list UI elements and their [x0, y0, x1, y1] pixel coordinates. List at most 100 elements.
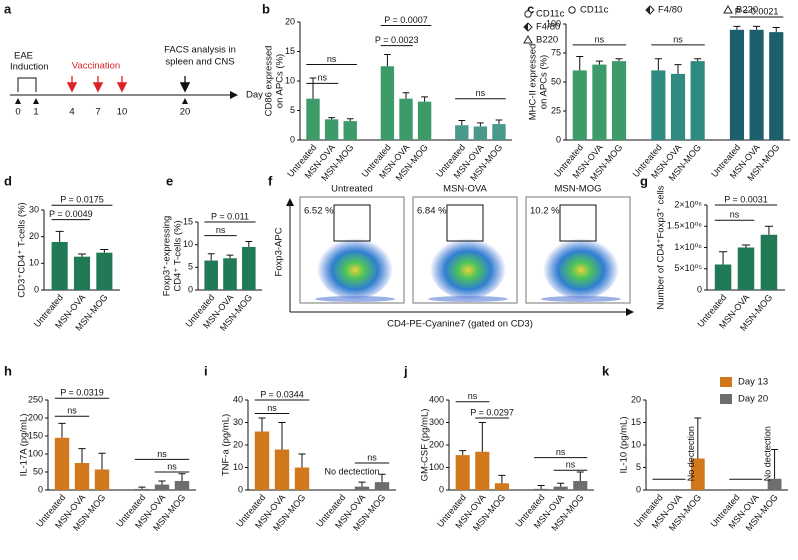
y-axis-label: MHC-II expressed: [528, 44, 539, 121]
annotation: ns: [157, 449, 167, 459]
flow-cell-cloud: [543, 235, 619, 299]
bar: [767, 478, 782, 490]
y-tick-label: 40: [233, 394, 243, 404]
error-bar: [384, 53, 391, 67]
y-tick-label: 5: [290, 105, 295, 115]
error-bar: [328, 117, 335, 120]
bar: [534, 488, 549, 490]
y-tick-label: 250: [28, 394, 43, 404]
annotation: P = 0.0031: [724, 194, 768, 204]
y-tick-label: 50: [551, 76, 561, 86]
bar: [690, 61, 705, 141]
y-tick-label: 15: [631, 417, 641, 427]
error-bar: [158, 480, 166, 485]
flow-gate-percent: 10.2 %: [530, 206, 560, 217]
error-bar: [207, 253, 215, 261]
error-bar: [346, 118, 354, 122]
day-label: 4: [69, 107, 74, 118]
induction-label: Induction: [10, 62, 49, 73]
y-tick-label: 10: [183, 239, 193, 249]
error-bar: [557, 482, 565, 487]
bar: [455, 455, 470, 490]
panel-label: c: [527, 1, 534, 16]
day-label: 20: [180, 107, 191, 118]
error-bar: [245, 240, 253, 247]
error-bar: [537, 485, 545, 489]
y-tick-label: 0: [290, 134, 295, 144]
error-bar: [615, 58, 623, 62]
y-tick-label: 15: [183, 216, 193, 226]
y-axis-label: on APCs (%): [275, 54, 286, 108]
panel-label: j: [403, 363, 408, 378]
y-tick-label: 20: [631, 394, 641, 404]
y-tick-label: 150: [28, 430, 43, 440]
day-marker: [182, 98, 188, 104]
bar: [223, 258, 237, 290]
legend-swatch: [720, 394, 732, 404]
y-axis-label: CD3⁺CD4⁺ T-cells (%): [17, 202, 28, 297]
y-tick-label: 0: [34, 284, 39, 294]
bar: [455, 125, 469, 140]
annotation: P = 0.0297: [470, 407, 514, 417]
annotation: P = 0.0007: [384, 15, 428, 25]
annotation: P = 0.0049: [49, 209, 93, 219]
bar: [749, 29, 764, 140]
y-axis-label: CD86 expressed: [264, 46, 275, 117]
flow-gate-percent: 6.52 %: [304, 206, 334, 217]
error-bar: [358, 481, 366, 487]
day-label: 7: [95, 107, 100, 118]
bar: [74, 463, 90, 490]
error-bar: [674, 64, 682, 74]
y-tick-label: 20: [29, 231, 39, 241]
legend-marker: [723, 4, 733, 14]
annotation: ns: [367, 452, 377, 462]
error-bar: [58, 422, 66, 438]
bar: [51, 242, 68, 290]
error-bar: [772, 26, 780, 33]
y-tick-label: 0: [556, 134, 561, 144]
annotation: ns: [318, 73, 328, 83]
error-bar: [278, 422, 286, 450]
y-tick-label: 5: [188, 262, 193, 272]
y-tick-label: 10: [285, 75, 295, 85]
error-bar: [498, 474, 506, 484]
y-axis-label: Foxp3⁺-expressing: [162, 216, 173, 297]
annotation: ns: [267, 403, 277, 413]
induction-bracket: [17, 77, 37, 92]
error-bar: [718, 251, 728, 265]
day-label: 10: [117, 107, 128, 118]
panel-label: h: [4, 363, 12, 378]
annotation: ns: [730, 210, 740, 220]
flow-y-label: Foxp3-APC: [274, 227, 285, 276]
flow-gate: [333, 204, 371, 242]
y-tick-label: 2×10⁰⁶: [674, 199, 702, 209]
y-tick-label: 300: [429, 417, 444, 427]
annotation: ns: [556, 447, 566, 457]
y-tick-label: 400: [429, 394, 444, 404]
bar: [204, 260, 218, 290]
y-tick-label: 200: [28, 412, 43, 422]
y-tick-label: 100: [429, 462, 444, 472]
error-bar: [178, 473, 186, 481]
y-tick-label: 5: [636, 462, 641, 472]
y-axis-label: IL-10 (pg/mL): [619, 416, 630, 473]
y-tick-label: 10: [29, 258, 39, 268]
day-marker: [33, 98, 39, 104]
error-bar: [694, 58, 702, 62]
annotation: ns: [476, 88, 486, 98]
error-bar: [576, 55, 584, 71]
error-bar: [694, 417, 702, 459]
annotation: No dectection: [686, 426, 696, 481]
annotation: ns: [673, 34, 683, 44]
bar: [494, 483, 509, 490]
bar: [374, 482, 390, 490]
legend-label: F4/80: [536, 22, 560, 33]
bar: [242, 246, 256, 290]
y-axis-label: GM-CSF (pg/mL): [420, 409, 431, 482]
panel-label: a: [4, 1, 12, 16]
error-bar: [138, 486, 146, 489]
annotation: P = 0.0021: [735, 6, 779, 16]
timeline-axis-label: Day: [246, 90, 263, 101]
error-bar: [309, 77, 317, 99]
legend-marker: [523, 34, 533, 44]
